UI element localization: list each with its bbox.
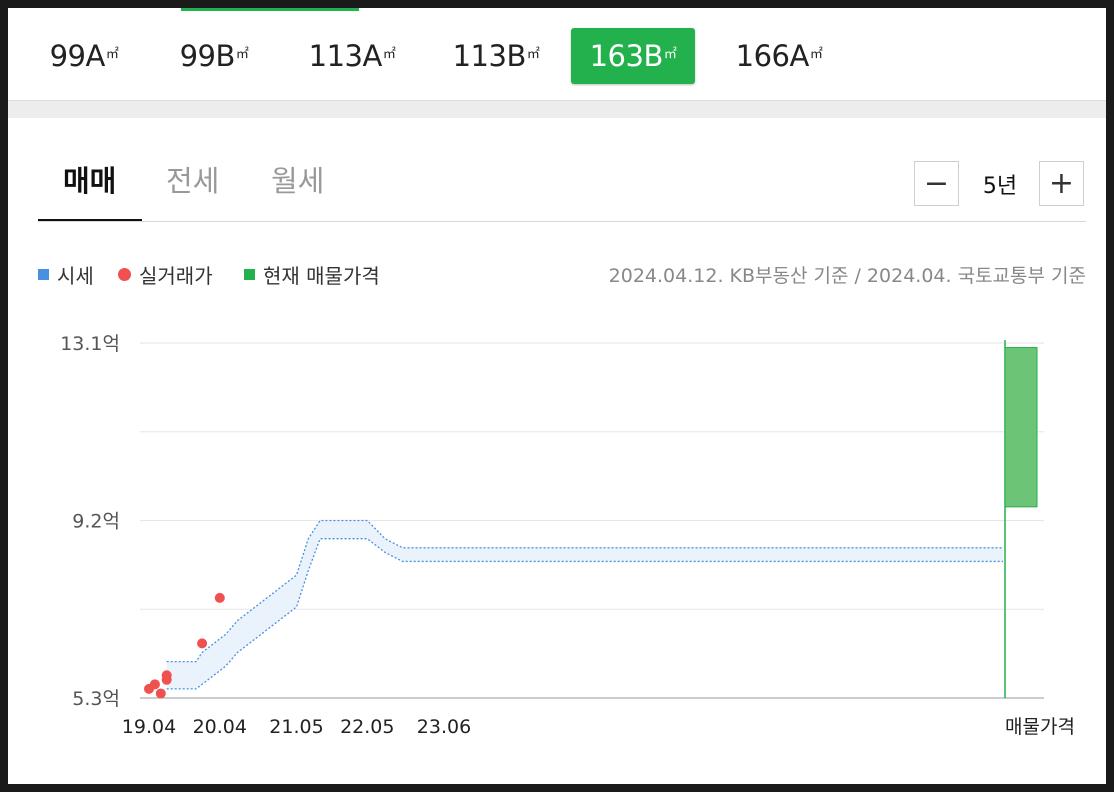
legend-market-price: 시세 (38, 260, 94, 289)
y-tick-label: 5.3억 (72, 688, 120, 710)
market-price-band (166, 520, 1003, 689)
legend-actual-label: 실거래가 (139, 264, 213, 288)
area-tab-99a[interactable]: 99A ㎡ (49, 39, 119, 73)
x-tick-label: 22.05 (340, 716, 394, 738)
legend-actual-swatch (118, 268, 131, 281)
actual-price-point (214, 592, 225, 603)
tab-jeonse[interactable]: 전세 (166, 164, 220, 198)
legend-market-swatch (38, 269, 49, 280)
listing-price-bar (1004, 347, 1038, 508)
x-tick-label: 23.06 (417, 716, 471, 738)
tab-divider (38, 221, 1086, 222)
legend-listing-swatch (244, 269, 255, 280)
period-label: 5년 (982, 174, 1018, 199)
y-tick-label: 9.2억 (72, 511, 120, 533)
period-increase-button[interactable]: + (1039, 161, 1084, 206)
x-tick-label: 매물가격 (1005, 716, 1075, 738)
area-tab-113b[interactable]: 113B ㎡ (452, 39, 540, 73)
area-tab-99b[interactable]: 99B ㎡ (179, 39, 249, 73)
tab-sale[interactable]: 매매 (63, 164, 117, 198)
area-tab-166a[interactable]: 166A ㎡ (735, 39, 823, 73)
market-price-upper-line (166, 519, 1003, 663)
area-tab-113a[interactable]: 113A ㎡ (308, 39, 396, 73)
legend-listing-label: 현재 매물가격 (263, 264, 380, 288)
actual-price-point (161, 670, 172, 681)
legend-market-label: 시세 (57, 264, 94, 288)
y-tick-label: 13.1억 (60, 333, 120, 355)
actual-price-point (149, 679, 160, 690)
tab-scroll-indicator (181, 8, 359, 11)
legend-actual-price: 실거래가 (118, 260, 213, 289)
market-price-lower-line (166, 538, 1003, 690)
period-decrease-button[interactable]: − (914, 161, 959, 206)
area-tab-163b[interactable]: 163B ㎡ (571, 28, 695, 84)
actual-price-point (197, 638, 208, 649)
tab-monthly-rent[interactable]: 월세 (271, 164, 325, 198)
x-tick-label: 19.04 (122, 716, 176, 738)
section-divider (8, 100, 1106, 118)
x-tick-label: 21.05 (269, 716, 323, 738)
legend-listing-price: 현재 매물가격 (244, 260, 380, 289)
x-tick-label: 20.04 (193, 716, 247, 738)
price-panel: 99A ㎡ 99B ㎡ 113A ㎡ 113B ㎡ 163B ㎡ 166A ㎡ 매매 전세 … (8, 8, 1106, 784)
active-tab-underline (38, 219, 142, 222)
area-tab-bar: 99A ㎡ 99B ㎡ 113A ㎡ 113B ㎡ 163B ㎡ 166A ㎡ (8, 8, 1106, 100)
actual-price-point (155, 688, 166, 699)
data-source-note: 2024.04.12. KB부동산 기준 / 2024.04. 국토교통부 기준 (608, 265, 1086, 287)
